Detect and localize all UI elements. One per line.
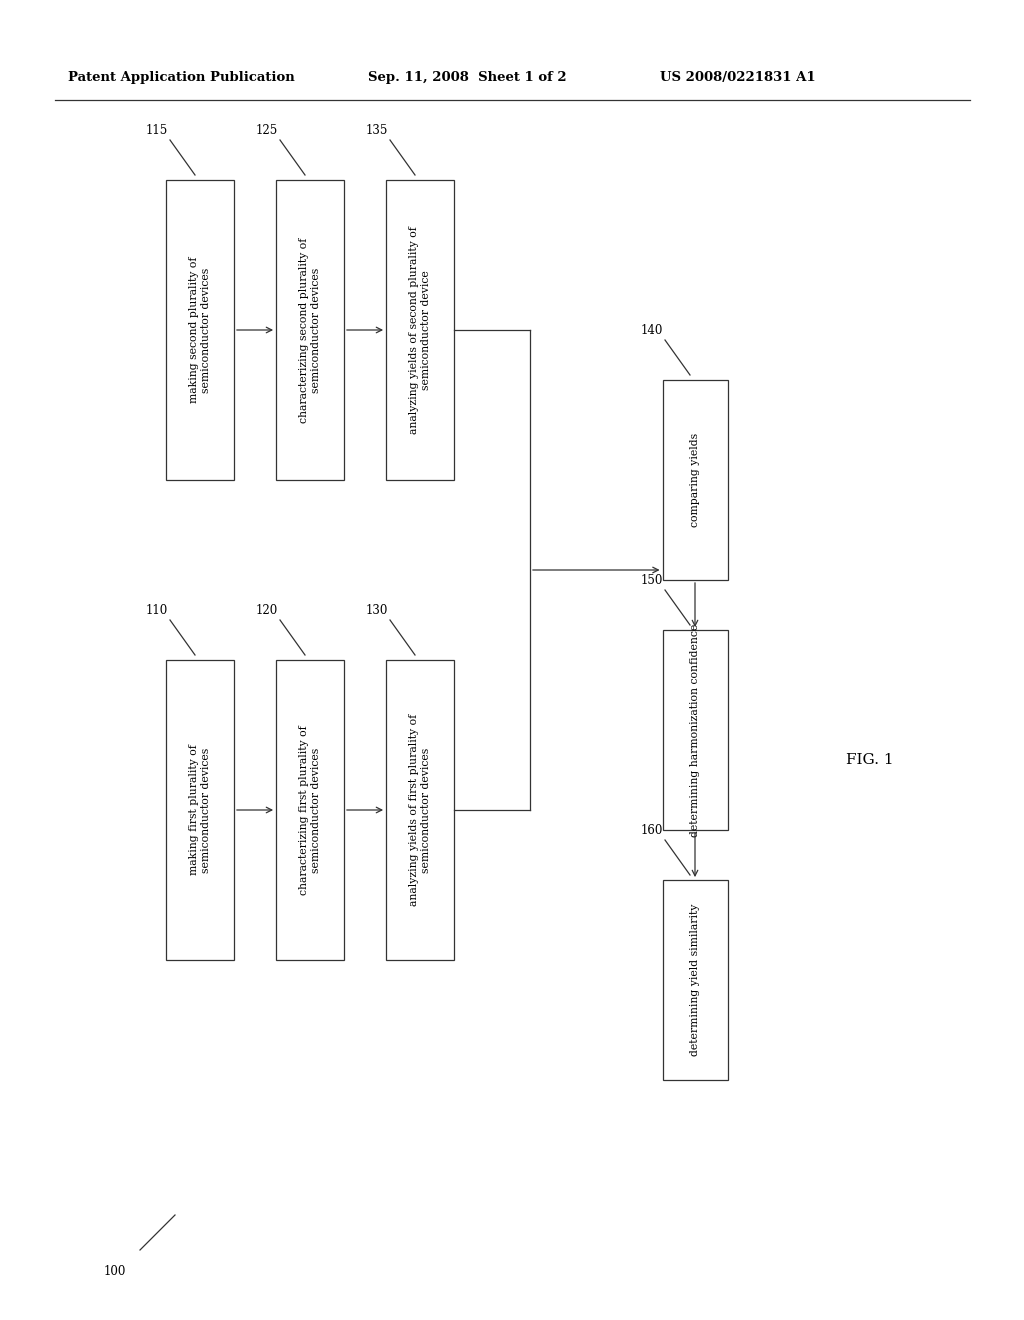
Text: 110: 110 [145, 605, 168, 616]
Text: making first plurality of
semiconductor devices: making first plurality of semiconductor … [189, 744, 211, 875]
Text: 130: 130 [366, 605, 388, 616]
Text: characterizing first plurality of
semiconductor devices: characterizing first plurality of semico… [299, 725, 321, 895]
Bar [276, 180, 344, 480]
Text: Sep. 11, 2008  Sheet 1 of 2: Sep. 11, 2008 Sheet 1 of 2 [368, 71, 566, 84]
Text: 125: 125 [256, 124, 278, 137]
Text: analyzing yields of first plurality of
semiconductor devices: analyzing yields of first plurality of s… [410, 714, 431, 906]
Bar [276, 660, 344, 960]
Text: 140: 140 [641, 323, 663, 337]
Bar [663, 380, 727, 579]
Text: 115: 115 [145, 124, 168, 137]
Bar [166, 660, 234, 960]
Text: comparing yields: comparing yields [690, 433, 700, 527]
Bar [166, 180, 234, 480]
Bar [386, 180, 454, 480]
Text: 120: 120 [256, 605, 278, 616]
Text: characterizing second plurality of
semiconductor devices: characterizing second plurality of semic… [299, 238, 321, 422]
Text: 160: 160 [641, 824, 663, 837]
Text: 135: 135 [366, 124, 388, 137]
Bar [663, 630, 727, 830]
Text: 150: 150 [641, 574, 663, 587]
Text: Patent Application Publication: Patent Application Publication [68, 71, 295, 84]
Bar [386, 660, 454, 960]
Bar [663, 880, 727, 1080]
Text: US 2008/0221831 A1: US 2008/0221831 A1 [660, 71, 816, 84]
Text: FIG. 1: FIG. 1 [846, 752, 894, 767]
Text: analyzing yields of second plurality of
semiconductor device: analyzing yields of second plurality of … [410, 226, 431, 434]
Text: 100: 100 [103, 1265, 126, 1278]
Text: determining yield similarity: determining yield similarity [690, 904, 700, 1056]
Text: determining harmonization confidence: determining harmonization confidence [690, 623, 700, 837]
Text: making second plurality of
semiconductor devices: making second plurality of semiconductor… [189, 257, 211, 403]
